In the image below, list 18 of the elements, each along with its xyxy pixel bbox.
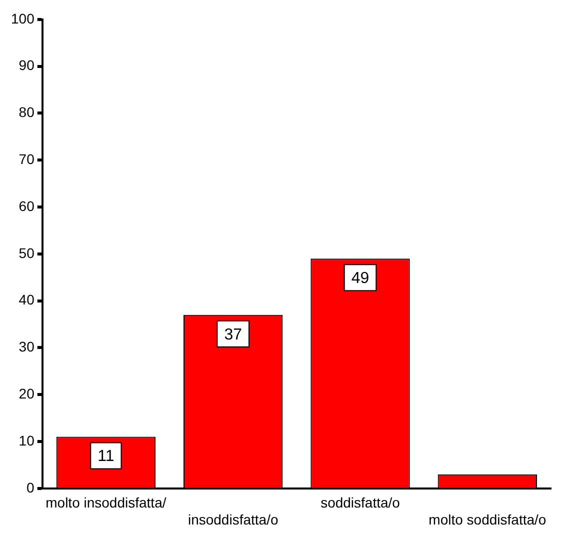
data-label: 11 [98,448,114,466]
y-tick-label: 30 [18,338,35,355]
x-tick-label: molto insoddisfatta/ [46,494,166,511]
y-tick-label: 80 [18,104,35,120]
x-tick-label: molto soddisfatta/o [428,511,546,528]
y-tick-label: 100 [11,10,35,26]
y-tick-label: 60 [18,198,35,214]
x-tick-label: soddisfatta/o [320,494,400,511]
y-tick-label: 0 [26,479,35,496]
y-tick-label: 50 [18,244,35,261]
data-label: 49 [351,270,370,287]
y-tick-label: 40 [18,292,35,308]
y-tick-label: 10 [18,432,35,448]
y-tick-label: 20 [18,385,35,402]
y-tick-label: 70 [18,150,35,167]
x-tick-label: insoddisfatta/o [188,511,278,528]
y-tick-label: 90 [18,57,35,74]
data-label: 37 [224,326,242,344]
